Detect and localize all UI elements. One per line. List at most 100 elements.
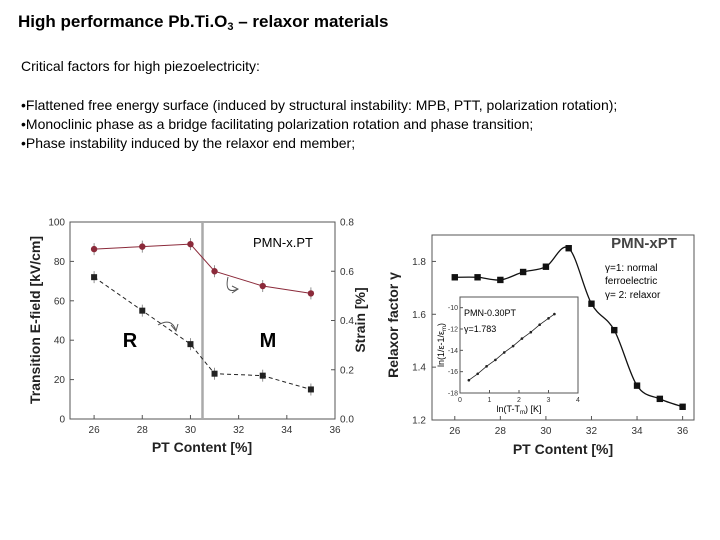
bullet-item: •Phase instability induced by the relaxo… xyxy=(21,135,356,151)
y-tick-label: 1.6 xyxy=(412,310,426,321)
x-tick-label: 34 xyxy=(631,426,643,437)
data-point xyxy=(211,370,218,377)
inset-x-ticks: 0 1 2 3 4 xyxy=(458,390,580,404)
inset-data-point xyxy=(485,365,488,368)
x-tick-label: 30 xyxy=(185,425,197,436)
right-plot-frame xyxy=(431,234,695,421)
data-point xyxy=(565,245,572,252)
inset-x-axis-label: ln(T-Tm) [K] xyxy=(496,404,541,416)
x-tick-label: 36 xyxy=(329,425,341,436)
right-y-ticks: 1.2 1.4 1.6 1.8 xyxy=(412,257,436,427)
left-chart-title: PMN-x.PT xyxy=(253,235,313,250)
left-y-axis-label: Transition E-field [kV/cm] xyxy=(27,236,43,404)
x-tick-label: 30 xyxy=(540,426,552,437)
x-tick-label: 26 xyxy=(89,425,101,436)
y2-tick-label: 0.2 xyxy=(340,365,354,376)
m-arrow-head xyxy=(231,285,239,294)
y-tick-label: 1.4 xyxy=(412,363,426,374)
title-main: High performance Pb.Ti.O xyxy=(18,12,228,31)
y-tick-label: 1.2 xyxy=(412,416,426,427)
data-point xyxy=(211,268,218,275)
left-series xyxy=(90,238,315,396)
y-tick-label: 1.8 xyxy=(412,257,426,268)
x-tick-label: 32 xyxy=(233,425,245,436)
inset-title: PMN-0.30PT xyxy=(464,308,517,318)
y-tick-label: 40 xyxy=(54,336,66,347)
data-point xyxy=(497,276,504,284)
data-point xyxy=(90,245,98,253)
left-x-axis-label: PT Content [%] xyxy=(152,439,252,455)
title-subscript: 3 xyxy=(227,21,234,33)
subheading: Critical factors for high piezoelectrici… xyxy=(21,58,260,74)
legend-line-1: γ=1: normal xyxy=(605,263,658,274)
x-tick-label: 32 xyxy=(586,426,598,437)
inset-gamma-value: γ=1.783 xyxy=(464,324,496,334)
inset-x-tick-label: 4 xyxy=(576,397,580,404)
legend-line-2: ferroelectric xyxy=(605,276,657,287)
y2-tick-label: 0.0 xyxy=(340,415,354,426)
data-point xyxy=(656,395,664,403)
title-rest: – relaxor materials xyxy=(233,12,389,31)
slide-title: High performance Pb.Ti.O3 – relaxor mate… xyxy=(18,12,389,33)
inset-data-point xyxy=(553,312,556,316)
data-point xyxy=(633,382,641,389)
x-tick-label: 26 xyxy=(449,426,461,437)
data-point xyxy=(259,282,266,290)
inset-data-point xyxy=(502,351,506,354)
inset-x-tick-label: 2 xyxy=(517,397,521,404)
inset-y-tick-label: -12 xyxy=(448,327,458,334)
data-point xyxy=(139,243,146,250)
x-tick-label: 36 xyxy=(677,426,689,437)
inset-data-point xyxy=(520,337,524,340)
data-point xyxy=(474,274,481,281)
inset-data-point xyxy=(467,378,471,382)
inset-data-point xyxy=(476,372,479,376)
inset-y-tick-label: -14 xyxy=(448,348,458,355)
bullet-list: •Flattened free energy surface (induced … xyxy=(21,96,617,153)
right-y-axis-label: Relaxor factor γ xyxy=(385,272,401,378)
data-point xyxy=(187,341,194,348)
x-tick-label: 34 xyxy=(281,425,293,436)
inset-data-point xyxy=(511,344,515,348)
right-series xyxy=(451,245,686,410)
inset-y-tick-label: -10 xyxy=(448,305,458,312)
inset-data-point xyxy=(547,317,550,320)
m-rotation-arrow xyxy=(226,276,239,291)
y-tick-label: 0 xyxy=(59,415,65,426)
inset-data-point xyxy=(494,358,497,362)
y-tick-label: 20 xyxy=(54,375,66,386)
inset-data-point xyxy=(538,323,541,327)
data-point xyxy=(307,386,314,393)
data-point xyxy=(91,274,98,281)
x-tick-label: 28 xyxy=(495,426,507,437)
annotation-r: R xyxy=(123,330,138,352)
data-point xyxy=(611,326,618,334)
data-point xyxy=(542,263,550,270)
series-line-1 xyxy=(93,276,312,390)
right-x-ticks: 26 28 30 32 34 36 xyxy=(449,416,689,437)
inset-x-tick-label: 3 xyxy=(547,397,551,404)
left-y-ticks: 0 20 40 60 80 100 xyxy=(48,218,74,426)
inset-y-ticks: -10 -12 -14 -16 -18 xyxy=(448,305,463,398)
r-rotation-arrow xyxy=(157,321,177,332)
inset-x-tick-label: 0 xyxy=(458,397,462,404)
right-chart-title: PMN-xPT xyxy=(611,235,677,252)
inset-x-tick-label: 1 xyxy=(488,397,492,404)
legend-line-3: γ= 2: relaxor xyxy=(605,290,661,301)
inset-y-tick-label: -16 xyxy=(448,369,458,376)
y-tick-label: 60 xyxy=(54,296,66,307)
data-point xyxy=(451,274,458,281)
data-point xyxy=(259,372,266,379)
bullet-item: •Flattened free energy surface (induced … xyxy=(21,97,618,113)
data-point xyxy=(679,403,686,410)
left-y2-ticks: 0.0 0.2 0.4 0.6 0.8 xyxy=(331,218,354,426)
inset-y-tick-label: -18 xyxy=(448,391,458,398)
data-point xyxy=(519,268,527,276)
y2-tick-label: 0.4 xyxy=(340,316,354,327)
r-arrow-head xyxy=(170,323,179,333)
y-tick-label: 100 xyxy=(48,218,65,229)
data-point xyxy=(588,300,595,307)
inset-series xyxy=(467,312,556,382)
right-x-axis-label: PT Content [%] xyxy=(513,441,613,457)
